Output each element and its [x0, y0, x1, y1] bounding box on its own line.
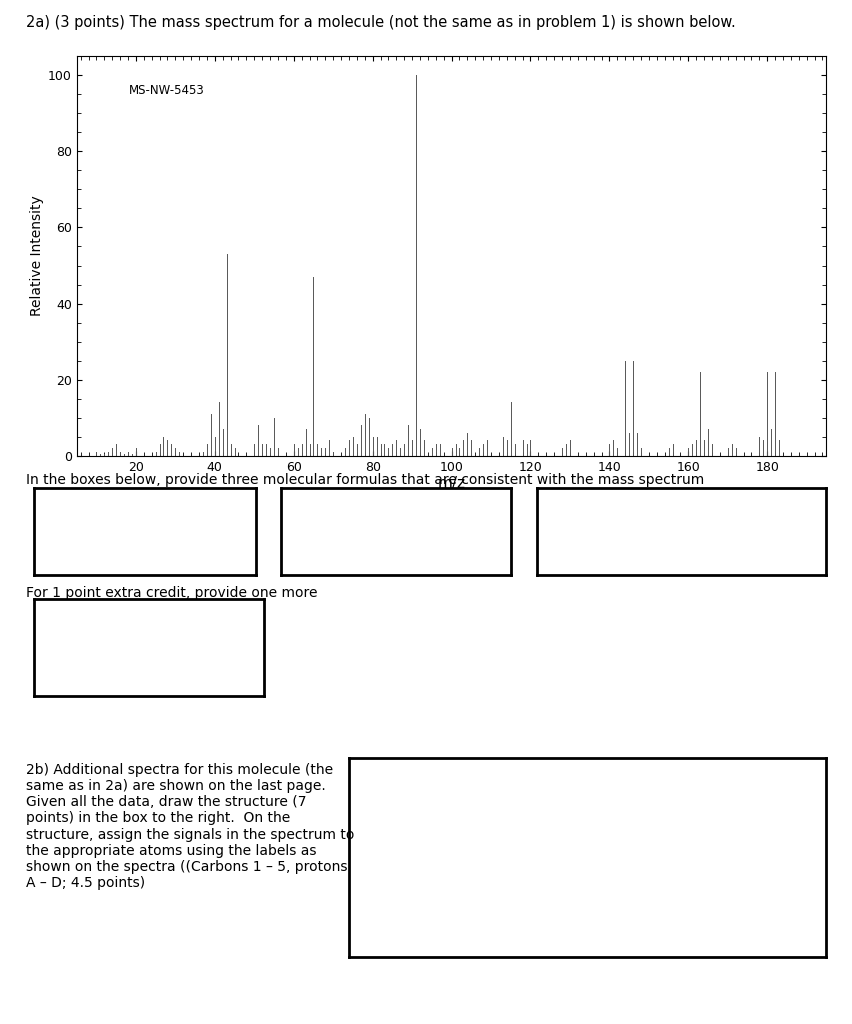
Y-axis label: Relative Intensity: Relative Intensity	[30, 196, 43, 316]
Text: 2a) (3 points) The mass spectrum for a molecule (not the same as in problem 1) i: 2a) (3 points) The mass spectrum for a m…	[26, 15, 735, 31]
Text: MS-NW-5453: MS-NW-5453	[130, 84, 205, 97]
Text: In the boxes below, provide three molecular formulas that are consistent with th: In the boxes below, provide three molecu…	[26, 473, 704, 487]
Text: 2b) Additional spectra for this molecule (the
same as in 2a) are shown on the la: 2b) Additional spectra for this molecule…	[26, 763, 354, 890]
X-axis label: m/z: m/z	[438, 476, 465, 492]
Text: For 1 point extra credit, provide one more: For 1 point extra credit, provide one mo…	[26, 586, 317, 600]
